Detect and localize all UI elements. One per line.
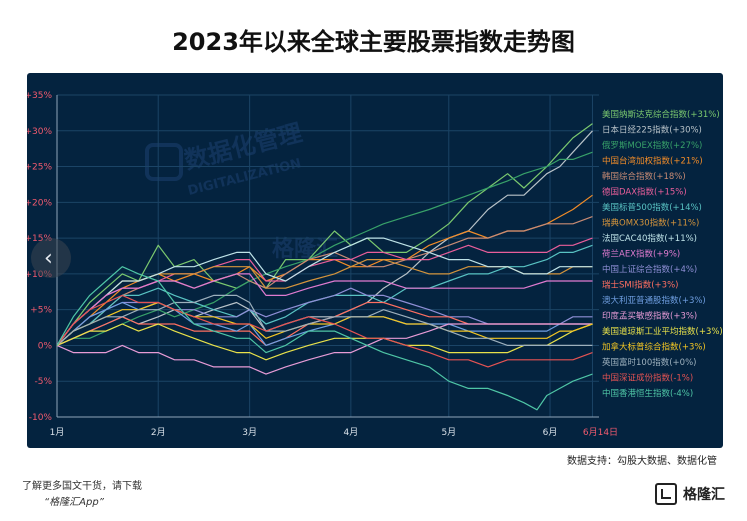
series-label: 日本日经225指数(+30%) [602, 125, 702, 136]
series-line [56, 323, 593, 375]
x-tick-label: 3月 [242, 427, 257, 438]
x-tick-label: 6月 [543, 427, 558, 438]
series-label: 印度孟买敏感指数(+3%) [602, 311, 697, 322]
series-line [56, 301, 593, 346]
series-label: 俄罗斯MOEX指数(+27%) [602, 140, 702, 151]
series-label: 美国标普500指数(+14%) [602, 202, 702, 213]
x-tick-label: 4月 [343, 427, 358, 438]
series-label: 法国CAC40指数(+11%) [602, 233, 697, 244]
series-line [56, 266, 593, 411]
series-line [56, 123, 593, 346]
y-tick-label: +35% [27, 91, 52, 101]
series-label: 中国深证成份指数(-1%) [602, 373, 693, 384]
line-chart: 数据化管理 DIGITALIZATION 格隆汇 +35% +30% +25% +20… [27, 91, 723, 438]
series-line [56, 237, 593, 346]
y-tick-label: +30% [27, 127, 52, 137]
series-line [56, 301, 593, 346]
brand-logo-icon [655, 483, 677, 505]
x-tick-label: 2月 [151, 427, 166, 438]
series-label: 中国台湾加权指数(+21%) [602, 156, 703, 167]
chevron-left-icon: ‹ [44, 246, 53, 271]
y-tick-label: -10% [29, 413, 53, 423]
series-label: 韩国综合指数(+18%) [602, 171, 686, 182]
axes: +35%+30%+25%+20%+15%+10%+5%0%-5%-10%1月2月… [27, 91, 618, 438]
series-labels: 美国纳斯达克综合指数(+31%) 日本日经225指数(+30%) 俄罗斯MOEX指数… [602, 109, 723, 399]
series-label: 加拿大标普综合指数(+3%) [602, 342, 706, 353]
series-line [56, 216, 593, 346]
series-line [56, 273, 593, 346]
footer-note: 了解更多国文干货，请下载 “格隆汇App” [22, 479, 142, 511]
chart-panel: 数据化管理 DIGITALIZATION 格隆汇 +35% +30% +25% +20… [27, 73, 723, 448]
series-lines [56, 123, 593, 411]
previous-slide-button[interactable]: ‹ [31, 238, 71, 278]
page-title: 2023年以来全球主要股票指数走势图 [172, 28, 575, 56]
brand-logo: 格隆汇 [655, 480, 725, 508]
footer-line-1: 了解更多国文干货，请下载 [22, 481, 142, 492]
watermark: 数据化管理 DIGITALIZATION 格隆汇 [145, 119, 338, 262]
series-label: 中国香港恒生指数(-4%) [602, 388, 693, 399]
y-tick-label: +5% [30, 306, 52, 316]
y-tick-label: +20% [27, 198, 52, 208]
series-label: 美国道琼斯工业平均指数(+3%) [602, 326, 723, 337]
series-line [56, 151, 593, 346]
y-tick-label: +25% [27, 163, 52, 173]
series-label: 澳大利亚普通股指数(+3%) [602, 295, 706, 306]
series-label: 瑞典OMX30指数(+11%) [602, 218, 699, 229]
watermark-logo-icon [145, 143, 183, 181]
brand-name: 格隆汇 [683, 487, 725, 503]
y-tick-label: 0% [38, 341, 53, 351]
y-tick-label: -5% [34, 377, 52, 387]
footer-app-link[interactable]: “格隆汇App” [44, 497, 104, 508]
series-line [56, 323, 593, 361]
data-source-note: 数据支持：勾股大数据、数据化管 [567, 456, 717, 467]
series-label: 英国富时100指数(+0%) [602, 357, 696, 368]
series-label: 德国DAX指数(+15%) [602, 187, 687, 198]
series-label: 美国纳斯达克综合指数(+31%) [602, 109, 720, 120]
series-line [56, 294, 593, 368]
series-label: 瑞士SMI指数(+3%) [602, 280, 678, 291]
x-tick-label: 1月 [50, 427, 65, 438]
series-label: 荷兰AEX指数(+9%) [602, 249, 680, 260]
series-label: 中国上证综合指数(+4%) [602, 264, 697, 275]
x-tick-label: 5月 [441, 427, 456, 438]
y-tick-label: +15% [27, 234, 52, 244]
x-tick-label: 6月14日 [583, 427, 618, 438]
